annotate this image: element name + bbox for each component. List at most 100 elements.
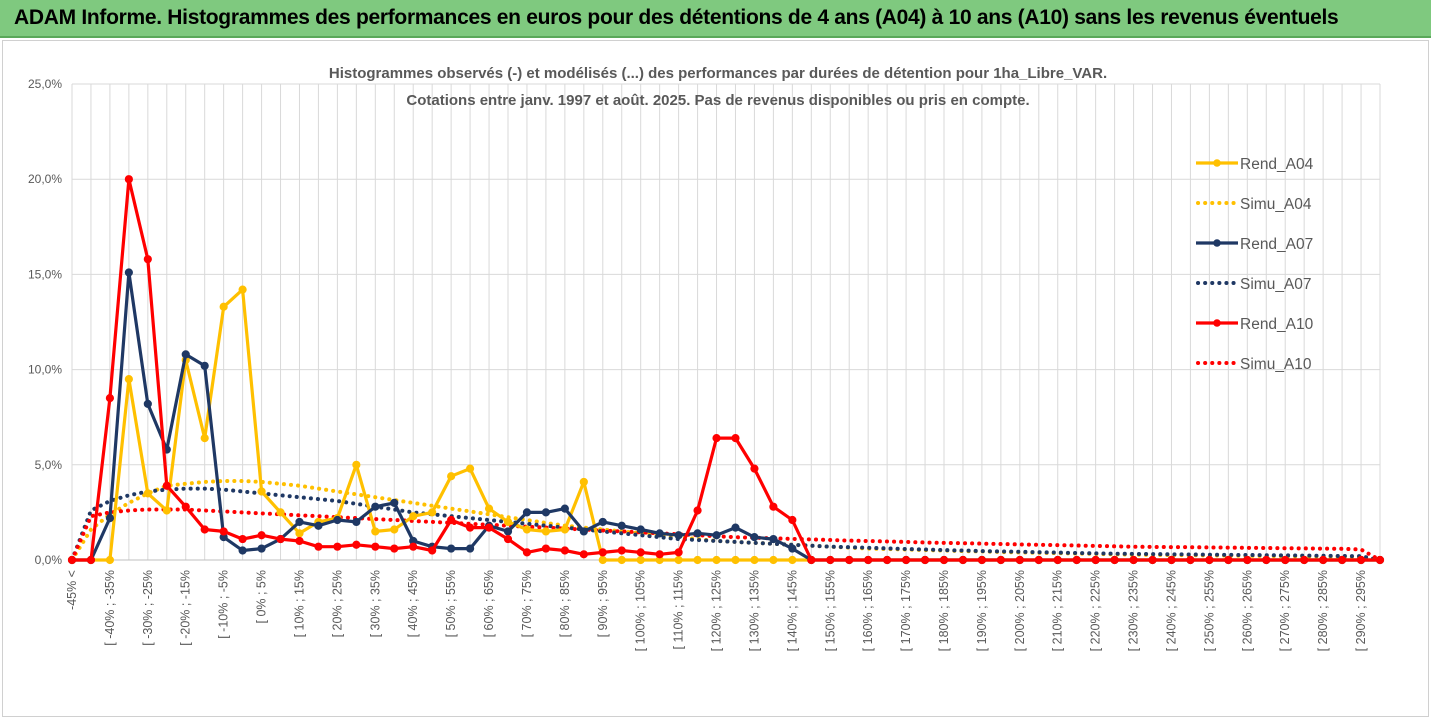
x-tick-label: [ 80% ; 85%: [558, 570, 572, 637]
x-tick-label: [ 170% ; 175%: [899, 570, 913, 651]
legend-item-Rend_A10[interactable]: Rend_A10: [1196, 316, 1314, 333]
data-point: [276, 534, 285, 544]
legend-label: Rend_A10: [1240, 316, 1314, 333]
data-point: [295, 517, 304, 527]
data-point: [901, 555, 911, 565]
data-point: [465, 523, 475, 532]
data-point: [598, 548, 607, 557]
x-tick-label: [ 270% ; 275%: [1278, 570, 1292, 651]
data-point: [352, 540, 361, 549]
y-tick-label: 5,0%: [35, 458, 63, 472]
data-point: [1281, 555, 1290, 565]
series: [67, 175, 1385, 565]
data-point: [1186, 555, 1195, 565]
x-tick-label: [ 40% ; 45%: [406, 570, 420, 637]
legend-label: Rend_A07: [1240, 236, 1313, 253]
data-point: [579, 527, 588, 536]
legend-item-Simu_A07[interactable]: Simu_A07: [1196, 276, 1312, 293]
x-tick-label: [ -40% ; -35%: [103, 570, 117, 646]
x-tick-label: [ 50% ; 55%: [444, 570, 458, 637]
data-point: [162, 506, 171, 515]
data-point: [693, 555, 702, 565]
data-point: [560, 504, 569, 513]
data-point: [617, 555, 626, 565]
series-line: [72, 177, 1380, 562]
x-tick-label: [ 250% ; 255%: [1202, 570, 1216, 651]
data-point: [1091, 555, 1100, 565]
data-point: [731, 434, 740, 443]
data-point: [655, 550, 664, 559]
x-tick-label: [ 120% ; 125%: [710, 570, 724, 651]
data-point: [143, 255, 152, 264]
data-point: [1319, 555, 1328, 565]
data-point: [864, 555, 873, 565]
data-point: [1034, 555, 1043, 565]
x-tick-label: [ 150% ; 155%: [823, 570, 837, 651]
data-point: [219, 527, 228, 536]
data-point: [257, 487, 266, 496]
data-point: [465, 464, 475, 473]
legend-item-Rend_A04[interactable]: Rend_A04: [1196, 156, 1314, 173]
data-point: [712, 434, 721, 443]
legend-item-Simu_A04[interactable]: Simu_A04: [1196, 196, 1312, 213]
data-point: [390, 498, 399, 507]
data-point: [579, 550, 588, 559]
data-point: [541, 508, 551, 517]
x-tick-label: [ 230% ; 235%: [1127, 570, 1141, 651]
data-point: [598, 517, 607, 527]
data-point: [124, 175, 133, 184]
x-tick-label: [ 200% ; 205%: [1013, 570, 1027, 651]
report-banner: ADAM Informe. Histogrammes des performan…: [0, 0, 1431, 38]
data-point: [674, 531, 683, 540]
data-point: [845, 555, 854, 565]
data-point: [541, 544, 551, 553]
data-point: [560, 546, 569, 555]
data-point: [409, 512, 418, 521]
data-point: [162, 481, 171, 490]
data-point: [1243, 555, 1252, 565]
data-point: [428, 508, 437, 517]
data-point: [788, 544, 797, 553]
data-point: [522, 508, 532, 517]
data-point: [693, 506, 702, 515]
y-tick-label: 20,0%: [28, 172, 62, 186]
data-point: [693, 529, 702, 538]
y-tick-label: 10,0%: [28, 363, 62, 377]
data-point: [200, 434, 209, 443]
data-point: [447, 472, 456, 481]
legend-label: Rend_A04: [1240, 156, 1314, 173]
data-point: [1337, 555, 1347, 565]
series-line: [70, 507, 1382, 562]
legend-item-Rend_A07[interactable]: Rend_A07: [1196, 236, 1313, 253]
data-point: [333, 515, 342, 525]
data-point: [636, 548, 645, 557]
series-line: [72, 270, 1380, 562]
data-point: [1148, 555, 1157, 565]
data-point: [617, 521, 626, 530]
x-tick-label: [ 210% ; 215%: [1051, 570, 1065, 651]
x-tick-label: [ 100% ; 105%: [634, 570, 648, 651]
data-point: [958, 555, 968, 565]
data-point: [522, 548, 532, 557]
data-point: [731, 555, 740, 565]
data-point: [105, 394, 115, 403]
data-point: [390, 544, 399, 553]
data-point: [541, 527, 551, 536]
data-point: [939, 555, 949, 565]
data-point: [712, 555, 721, 565]
data-point: [750, 533, 759, 542]
data-point: [1224, 555, 1233, 565]
x-tick-label: [ 30% ; 35%: [368, 570, 382, 637]
data-point: [257, 544, 266, 553]
legend[interactable]: Rend_A04 Simu_A04 Rend_A07 Simu_A07 Rend_A10…: [1196, 156, 1314, 373]
data-point: [579, 477, 588, 487]
legend-marker: [1213, 159, 1221, 167]
data-point: [371, 502, 380, 511]
data-point: [1356, 555, 1366, 565]
data-point: [124, 268, 133, 277]
data-point: [674, 555, 683, 565]
data-point: [200, 525, 209, 534]
data-point: [276, 508, 285, 517]
legend-marker: [1213, 239, 1221, 247]
legend-item-Simu_A10[interactable]: Simu_A10: [1196, 356, 1312, 373]
